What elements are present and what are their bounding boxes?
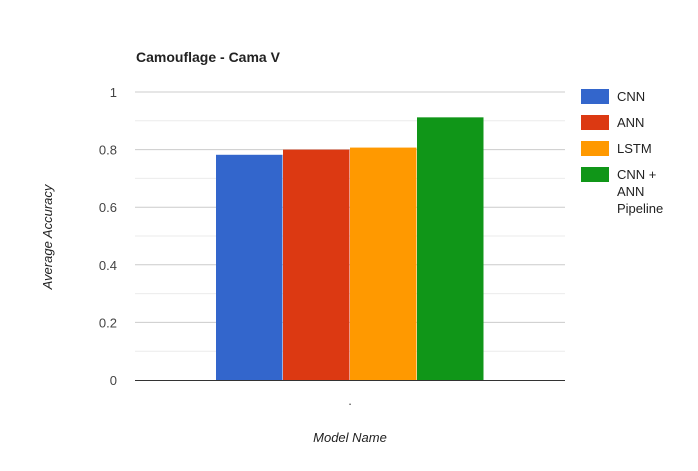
legend-item[interactable]: LSTM [581, 141, 652, 156]
y-tick-label: 0.2 [99, 315, 117, 330]
bar-cnn-ann-pipeline[interactable] [417, 117, 484, 381]
legend-swatch [581, 115, 609, 130]
legend-item[interactable]: CNN + ANN Pipeline [581, 167, 663, 216]
legend-label: CNN [617, 89, 645, 104]
legend-label: Pipeline [617, 201, 663, 216]
legend-swatch [581, 89, 609, 104]
legend-swatch [581, 141, 609, 156]
y-tick-label: 0.6 [99, 200, 117, 215]
legend-label: CNN + [617, 167, 656, 182]
bar-ann[interactable] [283, 149, 350, 380]
chart-title: Camouflage - Cama V [136, 49, 281, 65]
x-axis-title: Model Name [313, 430, 387, 445]
legend-item[interactable]: ANN [581, 115, 644, 130]
legend-label: ANN [617, 184, 644, 199]
bar-cnn[interactable] [216, 154, 283, 380]
y-axis-title: Average Accuracy [40, 183, 55, 290]
y-tick-label: 0.8 [99, 143, 117, 158]
x-axis-ticks: . [348, 393, 352, 408]
legend-label: LSTM [617, 141, 652, 156]
y-tick-label: 1 [110, 85, 117, 100]
bars [216, 117, 484, 381]
legend-item[interactable]: CNN [581, 89, 645, 104]
legend-swatch [581, 167, 609, 182]
legend-label: ANN [617, 115, 644, 130]
y-tick-label: 0.4 [99, 258, 117, 273]
x-tick-label: . [348, 393, 352, 408]
legend: CNN ANN LSTM CNN + ANN Pipeline [581, 89, 663, 216]
y-tick-label: 0 [110, 373, 117, 388]
y-axis-ticks: 0 0.2 0.4 0.6 0.8 1 [99, 85, 117, 388]
bar-lstm[interactable] [350, 147, 417, 380]
